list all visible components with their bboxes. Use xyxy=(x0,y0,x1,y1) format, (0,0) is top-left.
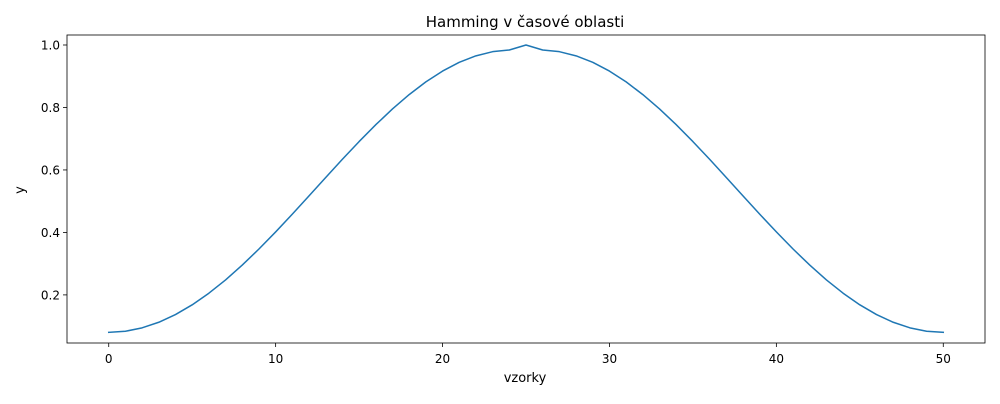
chart-title: Hamming v časové oblasti xyxy=(426,13,625,31)
y-tick-label: 0.2 xyxy=(41,288,60,302)
y-tick-label: 0.6 xyxy=(41,163,60,177)
x-tick-label: 40 xyxy=(769,352,784,366)
x-axis-label: vzorky xyxy=(504,371,547,386)
axes-frame xyxy=(66,34,986,344)
y-tick-label: 0.4 xyxy=(41,226,60,240)
x-tick-label: 30 xyxy=(602,352,617,366)
x-tick-label: 10 xyxy=(268,352,283,366)
y-axis-label: y xyxy=(13,186,28,194)
x-axis-ticks: 0 10 20 30 40 50 xyxy=(105,343,951,366)
x-tick-label: 50 xyxy=(936,352,951,366)
y-tick-label: 1.0 xyxy=(41,38,60,52)
x-tick-label: 0 xyxy=(105,352,113,366)
x-tick-label: 20 xyxy=(435,352,450,366)
y-tick-label: 0.8 xyxy=(41,101,60,115)
plot-area xyxy=(66,34,986,344)
y-axis-ticks: 0.2 0.4 0.6 0.8 1.0 xyxy=(41,38,67,302)
series-line-0 xyxy=(107,44,945,334)
